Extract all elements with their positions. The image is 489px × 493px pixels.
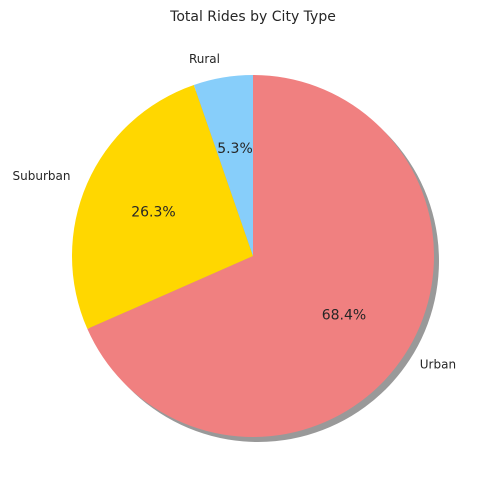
pie-slice-rural: [193, 75, 253, 256]
pie-labels: Urban 68.4% Suburban 26.3% Rural 5.3%: [13, 52, 456, 371]
slice-percent-urban: 68.4%: [322, 307, 366, 323]
pie-slice-suburban: [71, 84, 253, 329]
slice-percent-rural: 5.3%: [217, 141, 253, 157]
slice-percent-suburban: 26.3%: [131, 205, 175, 221]
slice-label-urban: Urban: [420, 357, 456, 371]
slice-label-suburban: Suburban: [13, 169, 71, 183]
pie-slices: [71, 75, 434, 437]
chart-title: Total Rides by City Type: [169, 9, 336, 25]
slice-label-rural: Rural: [189, 52, 220, 66]
pie-slice-urban: [87, 75, 434, 437]
